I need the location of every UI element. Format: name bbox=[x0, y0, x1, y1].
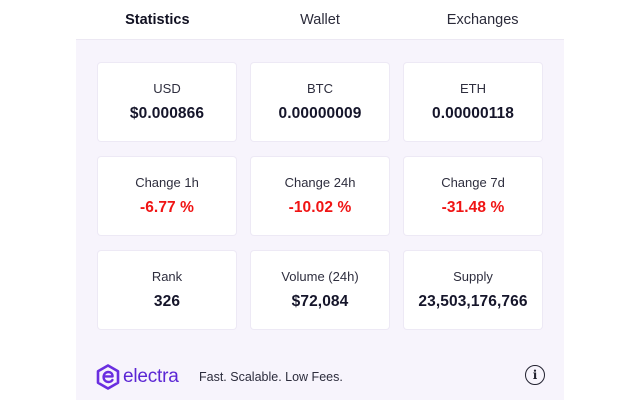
statistics-grid: USD $0.000866 BTC 0.00000009 ETH 0.00000… bbox=[98, 63, 542, 329]
stat-label: Rank bbox=[151, 269, 183, 284]
electra-logo-icon bbox=[96, 364, 120, 390]
brand-name: electra bbox=[123, 366, 179, 387]
stat-card-change-24h: Change 24h -10.02 % bbox=[251, 157, 389, 235]
stat-label: Change 7d bbox=[441, 175, 505, 190]
tab-statistics[interactable]: Statistics bbox=[125, 11, 190, 28]
stat-card-change-7d: Change 7d -31.48 % bbox=[404, 157, 542, 235]
tab-bar: Statistics Wallet Exchanges bbox=[76, 0, 564, 40]
stat-card-volume-24h: Volume (24h) $72,084 bbox=[251, 251, 389, 329]
footer: electra Fast. Scalable. Low Fees. i bbox=[76, 355, 564, 400]
tab-exchanges[interactable]: Exchanges bbox=[446, 11, 519, 28]
stat-label: Supply bbox=[453, 269, 493, 284]
stat-label: Volume (24h) bbox=[281, 269, 359, 284]
stat-value: 0.00000118 bbox=[431, 105, 515, 122]
stat-label: ETH bbox=[460, 81, 486, 96]
tagline: Fast. Scalable. Low Fees. bbox=[199, 370, 343, 384]
info-icon[interactable]: i bbox=[525, 365, 545, 385]
stat-label: Change 1h bbox=[135, 175, 199, 190]
stat-label: USD bbox=[153, 81, 181, 96]
tab-wallet[interactable]: Wallet bbox=[300, 11, 340, 28]
stat-value: $0.000866 bbox=[129, 105, 205, 122]
stat-card-change-1h: Change 1h -6.77 % bbox=[98, 157, 236, 235]
stat-card-usd: USD $0.000866 bbox=[98, 63, 236, 141]
info-glyph: i bbox=[532, 368, 538, 382]
stat-label: Change 24h bbox=[284, 175, 356, 190]
stat-value: $72,084 bbox=[291, 293, 349, 310]
stat-card-btc: BTC 0.00000009 bbox=[251, 63, 389, 141]
stat-value: 326 bbox=[153, 293, 181, 310]
stat-card-supply: Supply 23,503,176,766 bbox=[404, 251, 542, 329]
stat-label: BTC bbox=[307, 81, 333, 96]
stat-value: 0.00000009 bbox=[278, 105, 362, 122]
stat-card-eth: ETH 0.00000118 bbox=[404, 63, 542, 141]
stat-value: -6.77 % bbox=[139, 199, 195, 216]
stat-value: -31.48 % bbox=[441, 199, 505, 216]
stat-value: 23,503,176,766 bbox=[418, 293, 528, 310]
brand-logo[interactable]: electra bbox=[95, 363, 179, 391]
stat-card-rank: Rank 326 bbox=[98, 251, 236, 329]
stat-value: -10.02 % bbox=[288, 199, 352, 216]
